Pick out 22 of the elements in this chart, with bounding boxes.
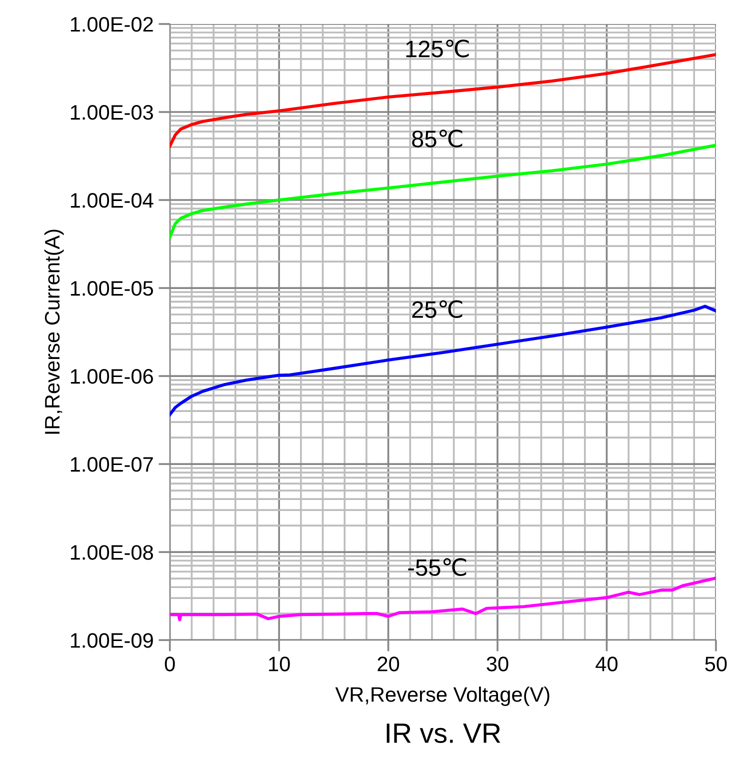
x-tick-label: 30 [486, 656, 508, 672]
y-axis-title: IR,Reverse Current(A) [44, 230, 64, 434]
y-tick-label: 1.00E-04 [70, 193, 154, 208]
y-tick-label: 1.00E-06 [70, 369, 153, 384]
y-tick-label: 1.00E-09 [70, 633, 153, 648]
text: IR vs. VR [386, 724, 500, 744]
x-tick-label: 50 [705, 656, 727, 672]
y-tick-label: 1.00E-02 [70, 17, 153, 32]
x-axis-title: VR,Reverse Voltage(V) [335, 686, 550, 706]
series-label: -55℃ [408, 558, 466, 576]
x-tick-label: 20 [378, 656, 400, 672]
series-label: 85℃ [412, 130, 462, 148]
y-tick-label: 1.00E-07 [70, 457, 153, 472]
y-tick-label: 1.00E-05 [70, 281, 154, 296]
series-label: 25℃ [412, 300, 462, 318]
x-tick-label: 10 [269, 656, 290, 672]
line-series [170, 576, 716, 622]
x-tick-label: 40 [596, 656, 618, 672]
y-tick-label: 1.00E-03 [70, 105, 153, 120]
y-tick-label: 1.00E-08 [70, 545, 153, 560]
series-label: 125℃ [406, 40, 469, 58]
x-tick-label: 0 [164, 656, 175, 672]
